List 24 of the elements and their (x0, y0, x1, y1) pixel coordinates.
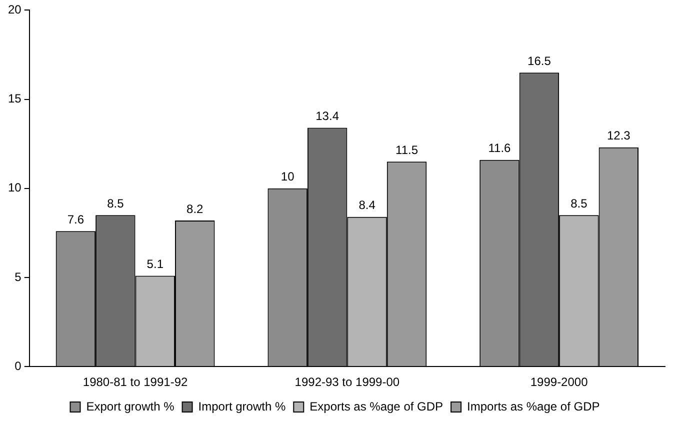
data-label: 11.6 (488, 141, 512, 156)
legend-label: Export growth % (86, 399, 175, 414)
legend-label: Imports as %age of GDP (467, 399, 600, 414)
x-tick-label: 1999-2000 (530, 375, 588, 390)
data-label: 8.5 (107, 196, 124, 210)
data-label: 16.5 (528, 54, 552, 68)
data-label: 5.1 (146, 257, 164, 272)
data-label: 11.5 (396, 142, 418, 157)
data-label: 13.4 (316, 109, 340, 124)
y-tick-label: 15 (8, 92, 22, 106)
y-tick-label: 5 (14, 270, 22, 284)
data-label: 8.5 (570, 196, 588, 210)
x-tick-label: 1980-81 to 1991-92 (82, 375, 188, 390)
data-label: 10 (280, 170, 295, 184)
x-tick-label: 1992-93 to 1999-00 (294, 375, 400, 390)
data-label: 12.3 (606, 128, 631, 143)
y-tick-label: 10 (8, 180, 22, 195)
data-label: 8.4 (358, 198, 376, 212)
data-label: 7.6 (67, 212, 84, 226)
legend-label: Import growth % (198, 399, 286, 414)
legend-label: Exports as %age of GDP (310, 399, 444, 414)
data-label: 8.2 (186, 202, 204, 216)
y-tick-label: 20 (8, 2, 22, 17)
y-tick-label: 0 (14, 358, 22, 373)
